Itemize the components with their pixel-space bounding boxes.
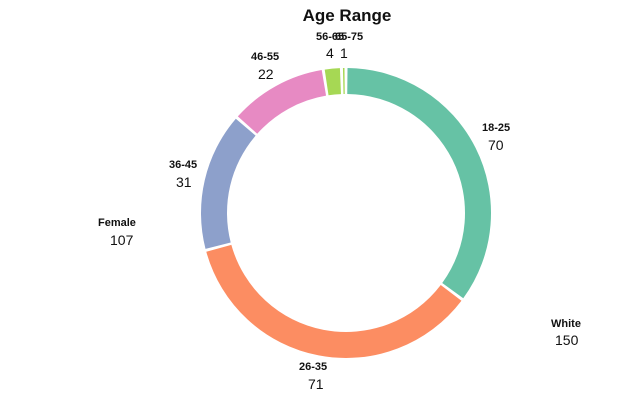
value-46-55: 22 xyxy=(258,66,274,82)
age-range-title: Age Range xyxy=(303,6,392,25)
label-female: Female xyxy=(98,217,136,229)
label-56-65: 56-65 xyxy=(316,31,344,43)
value-18-25: 70 xyxy=(488,137,504,153)
label-65-75: 65-75 xyxy=(335,31,363,43)
slice-56-65 xyxy=(324,68,341,96)
label-white: White xyxy=(551,318,581,330)
slice-46-55 xyxy=(237,70,327,134)
value-26-35: 71 xyxy=(308,376,324,392)
value-36-45: 31 xyxy=(176,174,192,190)
value-56-65: 4 xyxy=(326,45,334,61)
label-18-25: 18-25 xyxy=(482,122,510,134)
value-65-75: 1 xyxy=(340,45,348,61)
value-white: 150 xyxy=(555,332,579,348)
age-range-donut xyxy=(200,68,491,359)
slice-65-75 xyxy=(342,68,345,95)
value-female: 107 xyxy=(110,232,134,248)
slice-36-45 xyxy=(200,118,256,249)
slice-26-35 xyxy=(206,244,462,359)
label-36-45: 36-45 xyxy=(169,159,197,171)
label-46-55: 46-55 xyxy=(251,51,279,63)
slice-18-25 xyxy=(347,68,491,299)
label-26-35: 26-35 xyxy=(299,361,327,373)
